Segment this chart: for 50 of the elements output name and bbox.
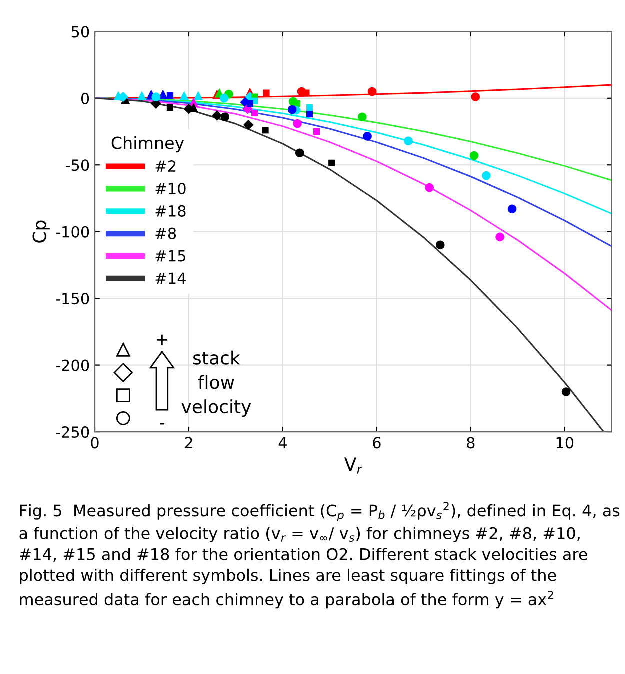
point — [243, 120, 254, 130]
point — [496, 232, 504, 242]
point — [368, 87, 377, 96]
y-tick-label: 50 — [72, 26, 90, 38]
x-tick-label: 2 — [185, 437, 192, 449]
y-tick-label: -50 — [66, 160, 90, 172]
annotation: + — [156, 334, 168, 346]
point — [425, 183, 434, 192]
point — [263, 90, 270, 96]
point — [306, 111, 313, 118]
x-tick-label: 8 — [467, 437, 475, 449]
y-tick-label: -150 — [56, 293, 90, 305]
point — [152, 92, 160, 102]
point — [358, 112, 367, 122]
x-tick-label: 10 — [556, 437, 574, 449]
y-tick-label: 0 — [81, 92, 90, 104]
point — [470, 151, 479, 160]
point — [288, 97, 298, 106]
annotation: - — [160, 423, 164, 425]
y-axis-title: Cp — [32, 220, 50, 243]
x-tick-label: 0 — [91, 437, 99, 449]
y-tick-label: -100 — [56, 226, 90, 238]
point — [482, 171, 491, 180]
legend-label: #14 — [156, 272, 186, 284]
point — [314, 128, 320, 136]
legend-title: Chimney — [112, 136, 184, 153]
point — [180, 91, 189, 100]
point — [166, 92, 174, 99]
x-tick-label: 4 — [278, 437, 287, 449]
point — [246, 100, 254, 107]
legend-label: #10 — [156, 182, 186, 195]
legend-label: #18 — [156, 205, 186, 217]
point — [297, 87, 306, 96]
point — [212, 110, 222, 121]
annotation: stack flow velocity — [182, 350, 252, 418]
x-axis-title: V$_{r}$ — [344, 458, 363, 474]
legend-label: #8 — [156, 228, 176, 240]
point — [137, 91, 147, 100]
point — [194, 91, 204, 100]
point — [252, 110, 258, 116]
point — [293, 119, 302, 128]
point — [404, 136, 413, 146]
y-tick-label: -200 — [56, 360, 90, 372]
legend-label: #15 — [156, 250, 186, 262]
point — [471, 92, 480, 102]
y-tick-label: -250 — [56, 426, 90, 438]
legend-label: #2 — [156, 160, 176, 172]
point — [220, 94, 229, 103]
x-tick-label: 6 — [373, 437, 381, 449]
text: Fig. 5 Measured pressure coefficient (C$_{p}$ = P$_{b}$ / ½ρv$_{s}$$^{2}$), defined in Eq. 4, as a function of the velocity ratio (v$_{r}$ = v$_{∞}$/ v$_{s}$) for chimneys #2, #8, #10, #14, #15 and #18 for the orientation O2. Different stack velocities are plotted with different symbols. Lines are least square fittings of the measured data for each chimney to a parabola of the form y = ax$^{2}$ — [20, 502, 620, 609]
